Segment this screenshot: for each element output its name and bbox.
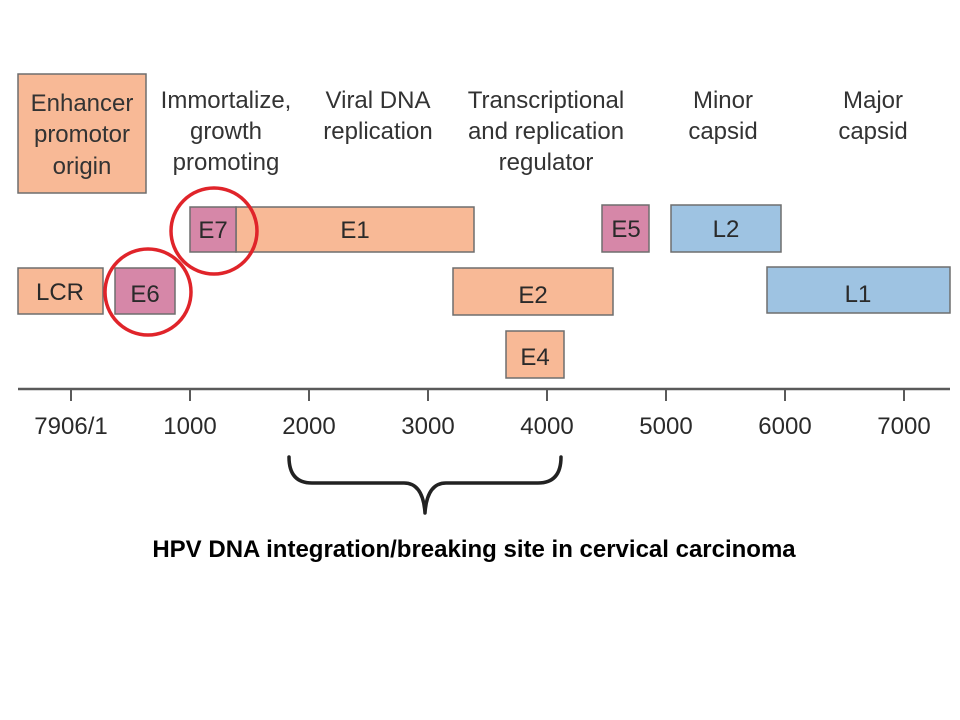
viral-dna-label-line-1: Viral DNA xyxy=(326,87,431,114)
gene-e4-box xyxy=(505,330,565,379)
viral-dna-label-line-2: replication xyxy=(323,118,432,145)
major-capsid-label: Major capsid xyxy=(838,87,907,145)
gene-lcr-label: LCR xyxy=(36,279,84,306)
gene-e7-box xyxy=(189,206,237,253)
transcriptional-label-line-2: and replication xyxy=(468,118,624,145)
gene-l1-box xyxy=(766,266,951,314)
immortalize-label-line-3: promoting xyxy=(173,149,280,176)
viral-dna-label: Viral DNA replication xyxy=(323,87,432,145)
axis-tick-label-1: 1000 xyxy=(163,413,216,440)
gene-e2-label: E2 xyxy=(518,282,547,309)
enhancer-label-line-3: origin xyxy=(53,153,112,180)
gene-e6: E6 xyxy=(114,267,176,315)
enhancer-box-group: Enhancer promotor origin xyxy=(17,73,147,194)
gene-e6-label: E6 xyxy=(130,281,159,308)
axis-tick-label-2: 2000 xyxy=(282,413,335,440)
gene-e1-box xyxy=(235,206,475,253)
major-capsid-label-line-1: Major xyxy=(843,87,903,114)
gene-e5: E5 xyxy=(601,204,650,253)
axis-tick-label-7: 7000 xyxy=(877,413,930,440)
immortalize-label-line-1: Immortalize, xyxy=(161,87,292,114)
axis-tick-label-3: 3000 xyxy=(401,413,454,440)
axis-tick-label-4: 4000 xyxy=(520,413,573,440)
e6-highlight-circle xyxy=(103,247,193,337)
immortalize-label: Immortalize, growth promoting xyxy=(161,87,292,176)
major-capsid-label-line-2: capsid xyxy=(838,118,907,145)
axis-tick-label-6: 6000 xyxy=(758,413,811,440)
gene-lcr-box xyxy=(17,267,104,315)
gene-e2-box xyxy=(452,267,614,316)
enhancer-label-line-2: promotor xyxy=(34,121,130,148)
gene-e1: E1 xyxy=(235,206,475,253)
gene-e5-box xyxy=(601,204,650,253)
gene-e5-label: E5 xyxy=(611,216,640,243)
gene-e2: E2 xyxy=(452,267,614,316)
axis-tick-label-5: 5000 xyxy=(639,413,692,440)
axis-tick-label-0: 7906/1 xyxy=(34,413,107,440)
integration-site-caption: HPV DNA integration/breaking site in cer… xyxy=(152,536,796,563)
gene-l1: L1 xyxy=(766,266,951,314)
gene-e1-label: E1 xyxy=(340,217,369,244)
transcriptional-label-line-3: regulator xyxy=(499,149,594,176)
gene-e7: E7 xyxy=(189,206,237,253)
minor-capsid-label-line-1: Minor xyxy=(693,87,753,114)
integration-region-brace xyxy=(287,455,563,515)
gene-e6-box xyxy=(114,267,176,315)
e7-highlight-circle xyxy=(169,186,259,276)
gene-e4: E4 xyxy=(505,330,565,379)
gene-e7-label: E7 xyxy=(198,217,227,244)
minor-capsid-label-line-2: capsid xyxy=(688,118,757,145)
gene-l2: L2 xyxy=(670,204,782,253)
gene-l2-box xyxy=(670,204,782,253)
genome-axis: 7906/1 1000 2000 3000 4000 5000 6000 700… xyxy=(18,387,950,440)
gene-l1-label: L1 xyxy=(845,281,872,308)
enhancer-box xyxy=(17,73,147,194)
immortalize-label-line-2: growth xyxy=(190,118,262,145)
gene-l2-label: L2 xyxy=(713,216,740,243)
gene-e4-label: E4 xyxy=(520,344,549,371)
transcriptional-label-line-1: Transcriptional xyxy=(468,87,625,114)
minor-capsid-label: Minor capsid xyxy=(688,87,757,145)
transcriptional-label: Transcriptional and replication regulato… xyxy=(468,87,625,176)
gene-lcr: LCR xyxy=(17,267,104,315)
enhancer-label-line-1: Enhancer xyxy=(31,90,134,117)
